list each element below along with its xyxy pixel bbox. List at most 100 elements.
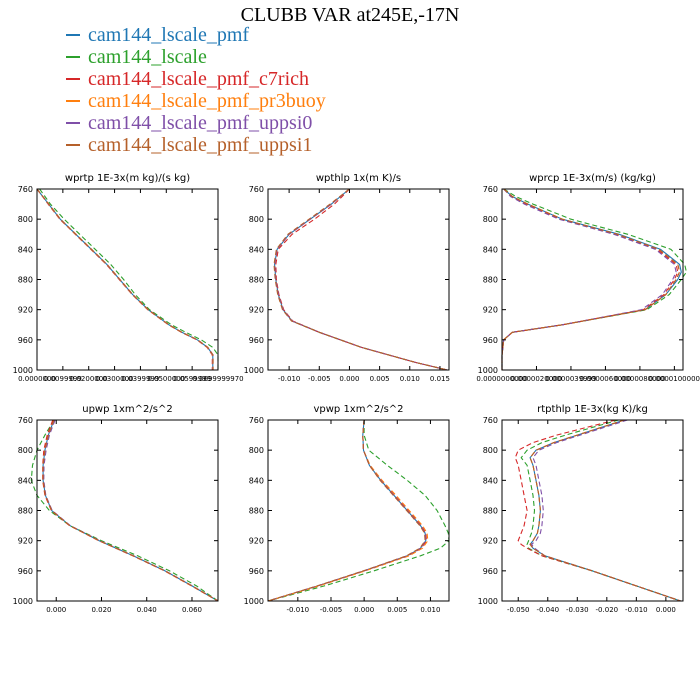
x-tick-label: 0.0000039999 <box>545 375 596 383</box>
legend-swatch <box>66 100 80 102</box>
x-tick-label: -0.020 <box>596 606 619 614</box>
legend: cam144_lscale_pmf cam144_lscale cam144_l… <box>66 24 326 156</box>
x-tick-label: 0.040 <box>137 606 157 614</box>
y-tick-label: 920 <box>249 537 264 546</box>
legend-swatch <box>66 144 80 146</box>
x-tick-label: 0.0000100000 <box>649 375 700 383</box>
series-line <box>274 188 448 371</box>
chart-panel: upwp 1xm^2/s^2 760 800 840 880 920 960 1000 0.00… <box>13 404 219 614</box>
x-tick-label: -0.010 <box>287 606 310 614</box>
y-tick-label: 880 <box>18 507 33 516</box>
y-tick-label: 840 <box>18 476 33 485</box>
legend-swatch <box>66 34 80 36</box>
chart-panel: vpwp 1xm^2/s^2 760 800 840 880 920 960 1000 -0.0… <box>244 404 450 614</box>
series-line <box>501 188 681 370</box>
x-tick-label: 0.0099999 <box>44 375 82 383</box>
series-line <box>39 188 219 370</box>
series-line <box>520 419 681 602</box>
series-line <box>267 419 428 602</box>
x-tick-label: 0.0000000 <box>18 375 56 383</box>
series-line <box>267 419 427 602</box>
panel-frame <box>267 419 450 602</box>
x-tick-label: -0.030 <box>566 606 589 614</box>
y-tick-label: 800 <box>249 446 264 455</box>
series-line <box>36 188 214 370</box>
series-line <box>30 419 219 602</box>
y-tick-label: 800 <box>483 446 498 455</box>
x-tick-label: 0.0000060000 <box>580 375 631 383</box>
y-tick-label: 1000 <box>244 366 264 375</box>
x-tick-label: 0.010 <box>420 606 440 614</box>
x-tick-label: 0.005 <box>370 375 390 383</box>
panel-title: rtpthlp 1E-3x(kg K)/kg <box>537 404 648 415</box>
series-line <box>36 188 214 370</box>
y-tick-label: 760 <box>483 416 498 425</box>
panel-title: wpthlp 1x(m K)/s <box>316 173 401 184</box>
y-tick-label: 800 <box>249 215 264 224</box>
y-tick-label: 840 <box>483 476 498 485</box>
legend-item: cam144_lscale_pmf_uppsi1 <box>66 134 326 156</box>
x-tick-label: -0.040 <box>536 606 559 614</box>
series-line <box>529 419 681 602</box>
legend-swatch <box>66 122 80 124</box>
legend-swatch <box>66 78 80 80</box>
x-tick-label: 0.020 <box>91 606 111 614</box>
legend-label: cam144_lscale <box>88 45 207 68</box>
y-tick-label: 760 <box>18 416 33 425</box>
series-line <box>514 419 681 602</box>
series-line <box>274 188 448 371</box>
series-line <box>267 419 427 602</box>
panel-title: vpwp 1xm^2/s^2 <box>313 404 403 415</box>
series-line <box>529 419 681 602</box>
series-line <box>42 419 219 602</box>
series-line <box>36 188 214 370</box>
x-tick-label: 0.000 <box>354 606 374 614</box>
series-line <box>267 419 429 602</box>
series-line <box>501 188 677 370</box>
x-tick-label: 0.005 <box>387 606 407 614</box>
series-line <box>42 419 219 602</box>
x-tick-label: 0.000 <box>46 606 66 614</box>
y-tick-label: 800 <box>18 215 33 224</box>
y-tick-label: 920 <box>18 306 33 315</box>
x-tick-label: 0.015 <box>430 375 450 383</box>
y-tick-label: 800 <box>483 215 498 224</box>
panel-title: wprtp 1E-3x(m kg)/(s kg) <box>65 173 190 184</box>
x-tick-label: 0.0399999 <box>121 375 159 383</box>
series-line <box>274 188 448 371</box>
panel-frame <box>267 188 450 371</box>
panel-frame <box>501 188 684 371</box>
series-line <box>267 419 426 602</box>
x-tick-label: 0.0000000000 <box>476 375 527 383</box>
y-tick-label: 1000 <box>13 597 33 606</box>
y-tick-label: 960 <box>18 567 33 576</box>
y-tick-label: 960 <box>483 567 498 576</box>
y-tick-label: 880 <box>483 276 498 285</box>
legend-label: cam144_lscale_pmf_c7rich <box>88 67 310 90</box>
series-line <box>273 188 448 371</box>
y-tick-label: 1000 <box>13 366 33 375</box>
x-tick-label: 0.0599999 <box>173 375 211 383</box>
y-tick-label: 960 <box>18 336 33 345</box>
legend-item: cam144_lscale_pmf_pr3buoy <box>66 90 326 112</box>
y-tick-label: 840 <box>249 476 264 485</box>
series-line <box>530 419 681 602</box>
y-tick-label: 840 <box>483 245 498 254</box>
series-line <box>36 188 214 370</box>
y-tick-label: 1000 <box>244 597 264 606</box>
y-tick-label: 960 <box>483 336 498 345</box>
series-line <box>274 188 448 371</box>
legend-label: cam144_lscale_pmf_pr3buoy <box>88 89 326 112</box>
series-line <box>501 188 682 370</box>
panel-frame <box>36 419 219 602</box>
chart-panel: wprtp 1E-3x(m kg)/(s kg) 760 800 840 880 920 9… <box>13 173 244 383</box>
legend-item: cam144_lscale_pmf_uppsi0 <box>66 112 326 134</box>
x-tick-label: 0.000 <box>656 606 676 614</box>
y-tick-label: 760 <box>18 185 33 194</box>
y-tick-label: 880 <box>483 507 498 516</box>
legend-item: cam144_lscale_pmf <box>66 24 326 46</box>
x-tick-label: -0.010 <box>278 375 301 383</box>
y-tick-label: 760 <box>249 185 264 194</box>
y-tick-label: 880 <box>249 507 264 516</box>
